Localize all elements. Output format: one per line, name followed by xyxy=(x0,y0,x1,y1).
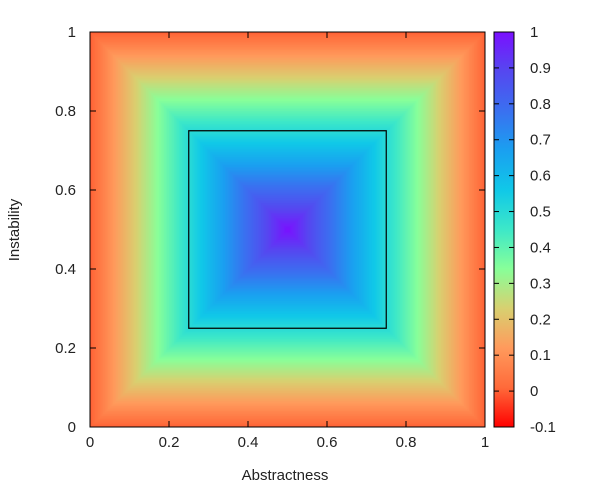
colorbar-tick-label: 0.5 xyxy=(530,204,551,221)
colorbar-tick-label: 1 xyxy=(530,24,538,41)
plot-frame xyxy=(89,31,486,428)
y-tick-label: 0.8 xyxy=(55,103,76,120)
heatmap-band xyxy=(285,227,290,232)
colorbar-tick-label: 0.2 xyxy=(530,311,551,328)
colorbar-tick-label: 0.4 xyxy=(530,239,551,256)
colorbar-tick-label: 0.7 xyxy=(530,132,551,149)
colorbar: -0.1 0 0.1 0.2 0.3 0.4 0.5 0.6 0.7 0.8 0.9 1 xyxy=(493,24,556,436)
y-tick-label: 0.4 xyxy=(55,261,76,278)
x-tick-label: 1 xyxy=(481,434,489,451)
colorbar-tick-label: 0.9 xyxy=(530,60,551,77)
heatmap-surface xyxy=(90,32,485,427)
colorbar-tick-label: 0 xyxy=(530,383,538,400)
contour-line xyxy=(188,130,387,329)
colorbar-tick-label: 0.8 xyxy=(530,96,551,113)
x-tick-label: 0 xyxy=(86,434,94,451)
x-tick-label: 0.2 xyxy=(159,434,180,451)
y-axis-label: Instability xyxy=(6,198,23,261)
x-axis-label: Abstractness xyxy=(242,467,329,484)
x-tick-label: 0.6 xyxy=(317,434,338,451)
x-tick-label: 0.8 xyxy=(396,434,417,451)
y-tick-label: 1 xyxy=(68,24,76,41)
colorbar-tick-label: 0.1 xyxy=(530,347,551,364)
colorbar-gradient xyxy=(494,32,514,427)
colorbar-tick-label: -0.1 xyxy=(530,419,556,436)
y-axis: 0 0.2 0.4 0.6 0.8 1 xyxy=(55,24,485,436)
x-axis: 0 0.2 0.4 0.6 0.8 1 xyxy=(86,32,489,451)
colorbar-tick-label: 0.6 xyxy=(530,168,551,185)
y-tick-label: 0.6 xyxy=(55,182,76,199)
colorbar-frame xyxy=(493,31,515,428)
x-tick-label: 0.4 xyxy=(238,434,259,451)
y-tick-label: 0.2 xyxy=(55,340,76,357)
colorbar-tick-label: 0.3 xyxy=(530,275,551,292)
y-tick-label: 0 xyxy=(68,419,76,436)
colorbar-ticks: -0.1 0 0.1 0.2 0.3 0.4 0.5 0.6 0.7 0.8 0.9 1 xyxy=(494,24,556,436)
